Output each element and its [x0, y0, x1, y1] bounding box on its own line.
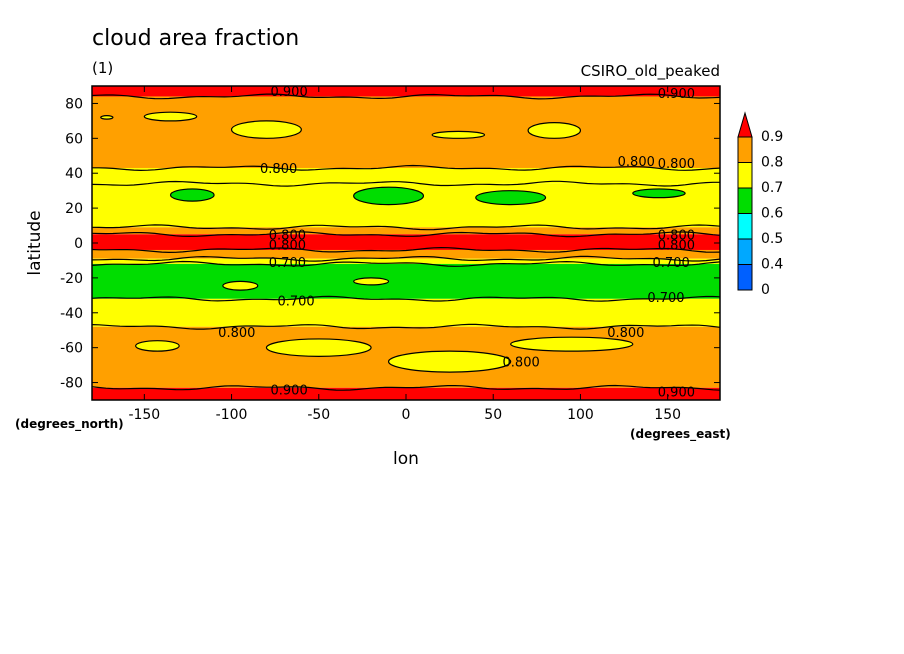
- lat-band-9: [92, 298, 720, 327]
- contour-label-16: 0.900: [271, 384, 308, 399]
- colorbar-swatch-0: [737, 264, 753, 291]
- y-axis: -80 -60 -40 -20 0 20 40 60 80: [60, 96, 720, 392]
- contour-line: [91, 224, 721, 231]
- colorbar-label-5: 0.8: [761, 155, 783, 171]
- contour-label-2: 0.800: [260, 162, 297, 177]
- contour-patch-13: [222, 280, 259, 291]
- y-axis-label: latitude: [25, 210, 45, 275]
- source-label: CSIRO_old_peaked: [581, 62, 720, 81]
- contour-label-1: 0.900: [658, 87, 695, 102]
- lat-band-4: [92, 227, 720, 235]
- contour-label-12: 0.700: [647, 291, 684, 306]
- contour-patch-2: [527, 122, 582, 139]
- x-axis: -150 -100 -50 0 50 100 150: [128, 86, 681, 423]
- contour-label-10: 0.700: [653, 256, 690, 271]
- contour-label-15: 0.800: [503, 356, 540, 371]
- contour-patch-4: [431, 130, 486, 139]
- y-tick-label: 0: [74, 236, 83, 252]
- x-tick-label: -100: [216, 407, 248, 423]
- x-tick-label: 0: [402, 407, 411, 423]
- contour-line: [91, 260, 721, 267]
- contour-label-4: 0.800: [658, 157, 695, 172]
- contour-label-8: 0.800: [658, 239, 695, 254]
- colorbar-label-2: 0.5: [761, 231, 783, 247]
- contour-label-7: 0.800: [269, 239, 306, 254]
- contour-line: [91, 384, 721, 391]
- y-tick-label: 20: [65, 201, 83, 217]
- x-tick-label: 50: [484, 407, 502, 423]
- contour-line: [91, 231, 721, 238]
- contour-line: [91, 93, 721, 100]
- plot-area: [91, 86, 721, 400]
- contour-patch-6: [387, 350, 512, 373]
- colorbar-label-6: 0.9: [761, 129, 783, 145]
- contour-label-6: 0.800: [658, 228, 695, 243]
- contour-label-9: 0.700: [269, 256, 306, 271]
- contour-patch-9: [169, 188, 215, 202]
- y-tick-label: 40: [65, 166, 83, 182]
- lat-band-5: [92, 234, 720, 250]
- contour-line: [91, 295, 721, 302]
- x-tick-label: 100: [567, 407, 594, 423]
- colorbar-swatch-3: [737, 187, 753, 214]
- contour-label-17: 0.900: [658, 385, 695, 400]
- contour-label-3: 0.800: [618, 155, 655, 170]
- y-tick-label: -60: [60, 341, 83, 357]
- contour-line: [91, 180, 720, 187]
- colorbar-label-3: 0.6: [761, 206, 783, 222]
- y-tick-label: 80: [65, 96, 83, 112]
- contour-patch-0: [230, 120, 302, 139]
- colorbar-label-1: 0.4: [761, 257, 783, 273]
- y-tick-label: -80: [60, 376, 83, 392]
- contour-patch-10: [353, 186, 425, 206]
- lat-band-11: [92, 387, 720, 400]
- contour-patch-5: [265, 338, 372, 357]
- contour-patch-14: [353, 277, 390, 286]
- colorbar-swatch-top: [737, 111, 753, 138]
- y-tick-label: 60: [65, 131, 83, 147]
- colorbar-swatch-2: [737, 213, 753, 240]
- lat-band-7: [92, 258, 720, 264]
- contour-line: [91, 323, 721, 330]
- x-tick-label: 150: [654, 407, 681, 423]
- contour-patch-1: [100, 115, 114, 120]
- contour-line: [92, 164, 721, 172]
- lat-band-8: [92, 263, 720, 299]
- contour-patch-8: [135, 340, 180, 352]
- contour-patch-12: [632, 188, 686, 199]
- colorbar-label-0: 0: [761, 282, 770, 298]
- contour-patch-7: [510, 336, 634, 352]
- x-axis-label: lon: [393, 449, 419, 469]
- contour-label-5: 0.800: [269, 228, 306, 243]
- x-units-label: (degrees_east): [630, 427, 731, 442]
- lat-band-2: [92, 167, 720, 184]
- y-tick-label: -20: [60, 271, 83, 287]
- y-units-label: (degrees_north): [15, 417, 124, 432]
- colorbar: 0 0.4 0.5 0.6 0.7 0.8 0.9: [737, 111, 783, 298]
- colorbar-label-4: 0.7: [761, 180, 783, 196]
- chart-subtitle: (1): [92, 59, 113, 77]
- contour-line: [91, 246, 721, 254]
- lat-band-6: [92, 249, 720, 259]
- y-tick-label: -40: [60, 306, 83, 322]
- chart-title: cloud area fraction: [92, 26, 299, 51]
- contour-label-0: 0.900: [271, 85, 308, 100]
- colorbar-swatch-5: [737, 136, 753, 163]
- x-tick-label: -50: [307, 407, 330, 423]
- colorbar-swatch-4: [737, 162, 753, 189]
- contour-label-13: 0.800: [218, 326, 255, 341]
- contour-patch-3: [143, 111, 198, 122]
- colorbar-swatch-1: [737, 238, 753, 265]
- contour-label-11: 0.700: [277, 295, 314, 310]
- contour-label-14: 0.800: [607, 326, 644, 341]
- contour-patch-11: [475, 190, 547, 206]
- x-tick-label: -150: [128, 407, 160, 423]
- lat-band-1: [92, 96, 720, 168]
- contour-line: [91, 255, 721, 262]
